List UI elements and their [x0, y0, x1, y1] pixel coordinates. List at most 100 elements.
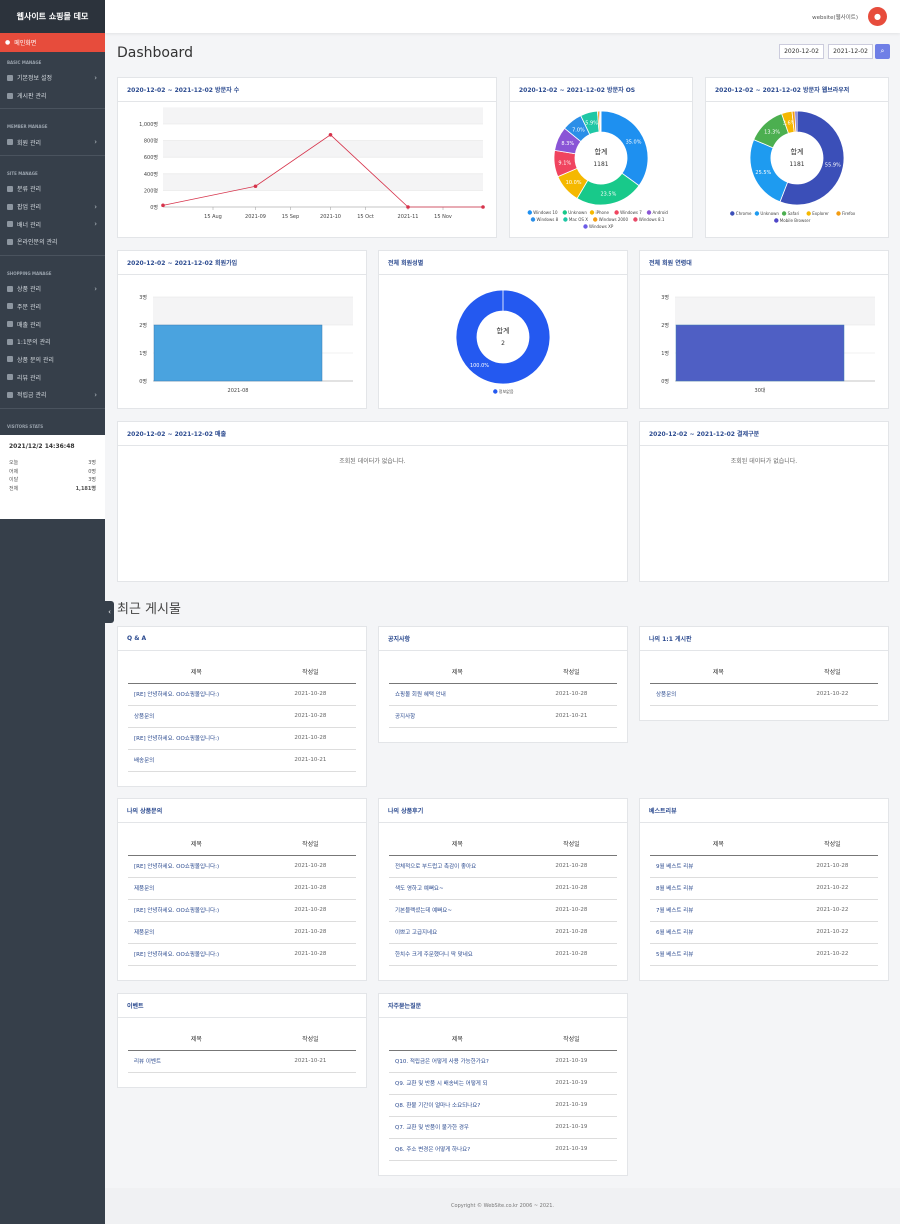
- grid-band: [163, 173, 483, 191]
- post-title-link[interactable]: 상품문의: [650, 683, 787, 706]
- total-label: 합계: [497, 326, 510, 335]
- sidebar-item[interactable]: 1:1문의 관리: [0, 333, 105, 351]
- sidebar-item[interactable]: 온라인문의 관리: [0, 233, 105, 251]
- user-name[interactable]: website(웹사이트): [812, 15, 858, 21]
- sidebar-item[interactable]: 회원 관리 ›: [0, 133, 105, 151]
- table-row: Q8. 환불 기간이 얼마나 소요되나요? 2021-10-19: [389, 1094, 617, 1117]
- sidebar-item[interactable]: 상품 관리 ›: [0, 280, 105, 298]
- post-title-link[interactable]: 제품문의: [128, 877, 265, 900]
- stat-value: 3명: [88, 460, 96, 466]
- post-title-link[interactable]: 기본블랙셨는데 예뻐요~: [389, 899, 526, 922]
- date-from-input[interactable]: 2020-12-02: [779, 44, 824, 59]
- my-qa-board: 나의 1:1 게시판 제목 작성일 상품문의 2021-10-22: [639, 626, 889, 721]
- sidebar-item[interactable]: 배너 관리 ›: [0, 215, 105, 233]
- card-title: 2020-12-02 ~ 2021-12-02 방문자 웹브라우저: [706, 78, 888, 102]
- legend-marker: [562, 210, 567, 215]
- slice-label: 55.9%: [825, 163, 841, 169]
- table-row: 색도 영하고 예뻐요~ 2021-10-28: [389, 877, 617, 900]
- post-title-link[interactable]: 전체적으로 부드럽고 촉감이 좋아요: [389, 855, 526, 878]
- legend-label: Mobile Browser: [780, 218, 811, 223]
- post-title-link[interactable]: 쇼핑몰 회원 혜택 안내: [389, 683, 526, 706]
- gender-card: 전체 회원성별 100.0% 합계 2 정보없음: [378, 250, 628, 409]
- post-title-link[interactable]: [RE] 안녕하세요. OO쇼핑몰입니다:): [128, 727, 265, 750]
- post-title-link[interactable]: 리뷰 이벤트: [128, 1050, 265, 1073]
- post-title-link[interactable]: [RE] 안녕하세요. OO쇼핑몰입니다:): [128, 683, 265, 706]
- sidebar-item[interactable]: 리뷰 관리: [0, 368, 105, 386]
- post-title-link[interactable]: 공지사항: [389, 705, 526, 728]
- post-title-link[interactable]: Q8. 환불 기간이 얼마나 소요되나요?: [389, 1094, 526, 1117]
- section-heading: SITE MANAGE: [7, 171, 38, 177]
- post-title-link[interactable]: Q6. 주소 변경은 어떻게 하나요?: [389, 1138, 526, 1161]
- legend-label: iPhone: [596, 210, 610, 215]
- sidebar-item[interactable]: 상품 문의 관리: [0, 351, 105, 369]
- post-title-link[interactable]: 8월 베스트 리뷰: [650, 877, 787, 900]
- visitors-line-chart: 0명 200명 400명 600명 800명 1,000명 15 Aug 2021-09 15 …: [139, 107, 485, 220]
- post-title-link[interactable]: 이쁘고 고급지네요: [389, 921, 526, 944]
- column-header-date: 작성일: [786, 833, 878, 856]
- stat-row: 오늘 3명: [9, 459, 96, 468]
- sidebar-item[interactable]: 매출 관리: [0, 315, 105, 333]
- sidebar-collapse-button[interactable]: ‹: [105, 601, 114, 623]
- sidebar-item[interactable]: 팝업 관리 ›: [0, 198, 105, 216]
- post-title-link[interactable]: [RE] 안녕하세요. OO쇼핑몰입니다:): [128, 943, 265, 966]
- card-title: 베스트리뷰: [640, 799, 888, 823]
- sidebar-item[interactable]: 게시판 관리: [0, 87, 105, 105]
- menu-icon: [7, 238, 13, 245]
- os-card: 2020-12-02 ~ 2021-12-02 방문자 OS 35.0% 23.5…: [509, 77, 693, 238]
- post-date: 2021-10-28: [264, 727, 356, 750]
- sidebar-item-home[interactable]: ● 메인화면: [0, 33, 105, 52]
- post-title-link[interactable]: 한치수 크게 주문했더니 딱 맞네요: [389, 943, 526, 966]
- footer: Copyright © WebSite.co.kr 2006 ~ 2021.: [105, 1188, 900, 1224]
- post-title-link[interactable]: Q10. 적립금은 어떻게 사용 가능한가요?: [389, 1050, 526, 1073]
- column-header-date: 작성일: [264, 833, 356, 856]
- post-title-link[interactable]: Q7. 교환 및 반품이 불가한 경우: [389, 1116, 526, 1139]
- post-title-link[interactable]: 7월 베스트 리뷰: [650, 899, 787, 922]
- post-date: 2021-10-28: [264, 877, 356, 900]
- legend-label: Explorer: [812, 211, 829, 216]
- legend-marker: [527, 210, 532, 215]
- column-header-date: 작성일: [525, 1028, 617, 1051]
- post-date: 2021-10-22: [786, 899, 878, 922]
- legend-marker: [754, 211, 760, 216]
- post-title-link[interactable]: 6월 베스트 리뷰: [650, 921, 787, 944]
- sidebar-item[interactable]: 적립금 관리 ›: [0, 386, 105, 404]
- pie-slice: [779, 110, 845, 206]
- clock-time: 2021/12/2 14:36:48: [9, 443, 75, 450]
- post-title-link[interactable]: [RE] 안녕하세요. OO쇼핑몰입니다:): [128, 855, 265, 878]
- sidebar-item[interactable]: 기본정보 설정 ›: [0, 69, 105, 87]
- card-title: Q & A: [118, 627, 366, 651]
- slice-label: 3.6%: [783, 120, 796, 126]
- no-data-message: 조회된 데이터가 없습니다.: [730, 458, 798, 465]
- visitor-clock-panel: 2021/12/2 14:36:48 오늘 3명 어제 0명 이달 3명 전체 1,181명: [0, 435, 105, 519]
- date-to-input[interactable]: 2021-12-02: [828, 44, 873, 59]
- menu-icon: [7, 338, 13, 345]
- legend-marker: [530, 217, 536, 222]
- legend-label: Unknown: [760, 211, 779, 216]
- legend-marker: [646, 210, 652, 215]
- post-title-link[interactable]: 제품문의: [128, 921, 265, 944]
- sidebar-item[interactable]: 주문 관리: [0, 298, 105, 316]
- y-tick-label: 1,000명: [139, 121, 158, 128]
- site-title[interactable]: 웹사이트 쇼핑몰 데모: [0, 0, 105, 33]
- post-title-link[interactable]: Q9. 교환 및 반품 시 배송비는 어떻게 되: [389, 1072, 526, 1095]
- search-button[interactable]: ⌕: [875, 44, 890, 59]
- legend-marker: [583, 224, 588, 229]
- post-date: 2021-10-21: [264, 749, 356, 772]
- post-title-link[interactable]: 5월 베스트 리뷰: [650, 943, 787, 966]
- divider: [0, 254, 105, 256]
- table-row: [RE] 안녕하세요. OO쇼핑몰입니다:) 2021-10-28: [128, 727, 356, 750]
- avatar[interactable]: ●: [868, 7, 887, 26]
- total-value: 2: [501, 340, 505, 347]
- post-title-link[interactable]: 9월 베스트 리뷰: [650, 855, 787, 878]
- post-title-link[interactable]: [RE] 안녕하세요. OO쇼핑몰입니다:): [128, 899, 265, 922]
- legend-marker: [589, 210, 595, 215]
- post-title-link[interactable]: 상품문의: [128, 705, 265, 728]
- post-title-link[interactable]: 배송문의: [128, 749, 265, 772]
- sidebar-item[interactable]: 분류 관리: [0, 180, 105, 198]
- table-row: [RE] 안녕하세요. OO쇼핑몰입니다:) 2021-10-28: [128, 943, 356, 966]
- sidebar-item-label: 배너 관리: [17, 221, 41, 229]
- legend-label: Unknown: [568, 210, 587, 215]
- stat-label: 이달: [9, 477, 19, 483]
- x-tick-label: 15 Oct: [357, 214, 374, 220]
- post-title-link[interactable]: 색도 영하고 예뻐요~: [389, 877, 526, 900]
